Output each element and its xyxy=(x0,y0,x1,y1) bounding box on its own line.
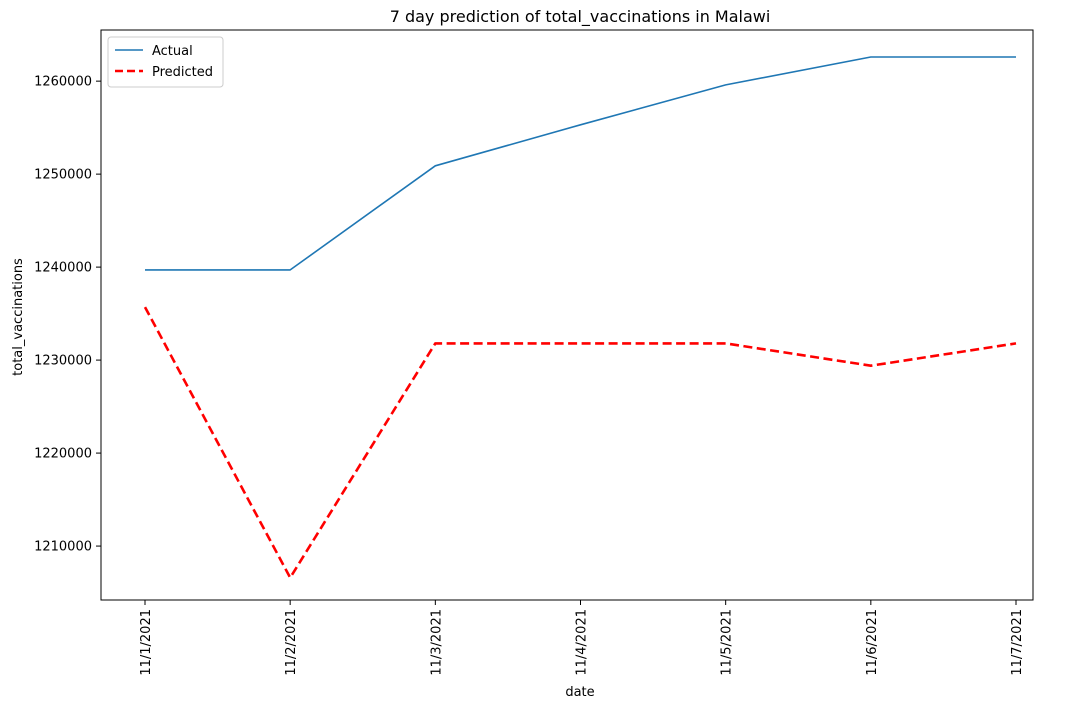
y-tick-label: 1220000 xyxy=(34,447,92,462)
y-tick-label: 1240000 xyxy=(34,261,92,276)
series-line-actual xyxy=(145,56,1016,271)
y-tick-label: 1260000 xyxy=(34,75,92,90)
legend: Actual Predicted xyxy=(107,36,224,88)
y-axis-label: total_vaccinations xyxy=(11,258,26,376)
y-tick-label: 1210000 xyxy=(34,540,92,555)
x-axis: 11/1/2021 11/2/2021 11/3/2021 11/4/2021 11/5… xyxy=(139,600,1025,676)
x-tick-label: 11/1/2021 xyxy=(139,609,154,676)
x-tick-label: 11/2/2021 xyxy=(284,609,299,676)
x-tick-label: 11/5/2021 xyxy=(720,609,735,676)
x-tick-label: 11/4/2021 xyxy=(575,609,590,676)
x-tick-label: 11/3/2021 xyxy=(429,609,444,676)
y-tick-label: 1250000 xyxy=(34,168,92,183)
legend-predicted-label: Predicted xyxy=(152,65,213,80)
y-axis: 1210000 1220000 1230000 1240000 1250000 12600… xyxy=(34,75,101,555)
plot-frame xyxy=(100,29,1034,601)
legend-actual-label: Actual xyxy=(152,44,193,59)
series-layer xyxy=(143,56,1017,580)
plot-area xyxy=(101,30,1033,600)
chart-title: 7 day prediction of total_vaccinations i… xyxy=(390,7,771,27)
y-tick-label: 1230000 xyxy=(34,354,92,369)
x-tick-label: 11/6/2021 xyxy=(865,609,880,676)
series-line-predicted xyxy=(143,306,1017,580)
x-tick-label: 11/7/2021 xyxy=(1010,609,1025,676)
x-axis-label: date xyxy=(565,685,594,700)
